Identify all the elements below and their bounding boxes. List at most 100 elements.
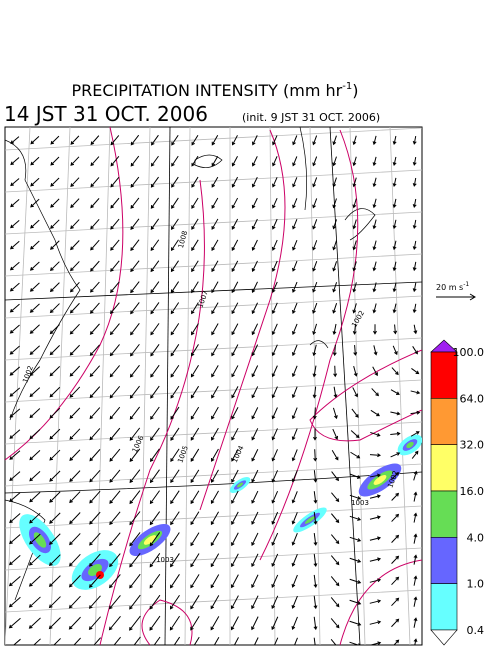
wind-arrow (211, 176, 219, 188)
wind-arrow (9, 429, 21, 439)
precip-area (373, 475, 387, 485)
title: PRECIPITATION INTENSITY (mm hr-1) (71, 81, 358, 100)
wind-arrow (190, 511, 200, 526)
wind-arrow (89, 490, 101, 504)
wind-arrow (271, 239, 278, 251)
wind-arrow (171, 134, 179, 146)
wind-arrow (29, 450, 41, 461)
wind-arrow (110, 135, 120, 146)
wind-arrow (272, 177, 278, 188)
wind-arrow (150, 302, 160, 315)
wind-arrow (190, 615, 200, 631)
wind-arrow (49, 303, 60, 314)
wind-arrow (213, 637, 220, 645)
wind-arrow (411, 368, 420, 375)
wind-arrow (210, 490, 219, 504)
wind-arrow (349, 641, 361, 645)
wind-arrow (211, 406, 219, 420)
wind-arrow (89, 449, 101, 462)
wind-arrow (412, 261, 417, 272)
wind-arrow (109, 385, 121, 399)
wind-arrow (413, 638, 418, 645)
wind-arrow (69, 533, 81, 546)
wind-arrow (9, 492, 21, 503)
wind-arrow (231, 156, 238, 167)
wind-arrow (271, 323, 278, 336)
wind-arrow (49, 428, 61, 440)
wind-arrow (130, 260, 140, 273)
wind-arrow (312, 240, 318, 251)
wind-arrow (391, 472, 400, 480)
wind-arrow (90, 260, 100, 272)
wind-arrow (48, 554, 61, 566)
wind-arrow (8, 617, 21, 629)
wind-arrow (291, 323, 298, 336)
wind-arrow (8, 575, 21, 587)
wind-arrow (48, 596, 61, 609)
wind-arrow (251, 449, 259, 462)
wind-arrow (271, 553, 279, 567)
wind-arrow (129, 573, 141, 589)
wind-arrow (9, 471, 21, 481)
wind-arrow (392, 219, 397, 230)
wind-arrow (129, 615, 141, 631)
wind-arrow (29, 366, 41, 377)
wind-arrow (170, 281, 180, 294)
wind-arrow (110, 281, 120, 293)
wind-arrow (150, 385, 160, 399)
wind-arrow (271, 386, 278, 399)
wind-arrow (49, 261, 60, 271)
wind-arrow (312, 261, 318, 272)
wind-arrow (170, 364, 180, 378)
wind-arrow (369, 515, 381, 520)
wind-arrow (391, 492, 400, 501)
wind-arrow (211, 365, 219, 378)
wind-arrow (191, 302, 199, 315)
wind-arrow (10, 157, 20, 166)
wind-arrow (49, 491, 61, 503)
wind-arrow (313, 470, 318, 483)
wind-arrow (333, 365, 338, 378)
wind-arrow (332, 177, 337, 188)
wind-arrow (191, 344, 199, 357)
wind-arrow (170, 239, 179, 252)
wind-arrow (90, 239, 100, 251)
wind-arrow (30, 156, 40, 166)
wind-arrow (271, 532, 279, 546)
wind-arrow (292, 239, 298, 251)
wind-arrow (372, 282, 377, 293)
wind-arrow (149, 469, 160, 484)
wind-arrow (251, 407, 259, 420)
wind-arrow (29, 533, 41, 545)
wind-arrow (349, 473, 361, 479)
wind-arrow (390, 431, 401, 436)
wind-arrow (193, 636, 200, 645)
wind-arrow (393, 324, 398, 335)
wind-arrow (413, 554, 418, 565)
wind-arrow (392, 135, 397, 145)
wind-arrow (129, 594, 141, 610)
wind-arrow (191, 134, 199, 146)
isobar (339, 559, 422, 645)
wind-arrow (352, 282, 357, 293)
wind-arrow (349, 515, 362, 521)
wind-arrow (150, 406, 160, 420)
wind-arrow (190, 553, 200, 568)
wind-arrow (109, 490, 121, 504)
wind-arrow (330, 597, 340, 608)
wind-arrow (231, 302, 239, 315)
colorbar-label: 32.0 (460, 439, 485, 452)
wind-arrow (271, 428, 278, 441)
wind-arrow (69, 365, 81, 377)
coastline (309, 340, 329, 349)
wind-arrow (170, 344, 180, 357)
wind-arrow (391, 534, 400, 543)
wind-arrow (352, 198, 357, 209)
wind-arrow (88, 574, 101, 588)
precip-area (236, 482, 244, 488)
wind-arrow (391, 618, 400, 628)
wind-arrow (271, 281, 278, 293)
wind-arrow (332, 156, 337, 167)
wind-arrow (70, 135, 80, 145)
